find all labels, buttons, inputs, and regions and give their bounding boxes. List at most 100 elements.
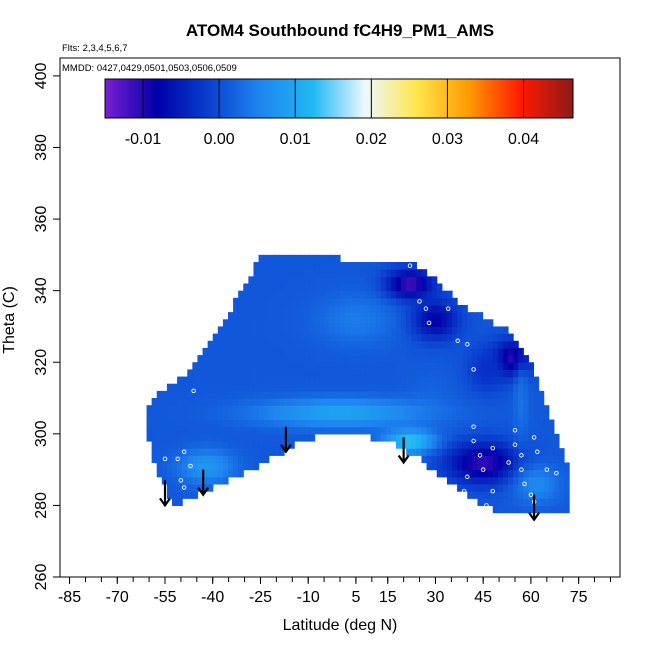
field-cell — [319, 390, 326, 399]
field-cell — [289, 347, 295, 356]
field-cell — [523, 419, 529, 428]
field-cell — [151, 440, 158, 449]
field-cell — [421, 440, 428, 449]
field-cell — [304, 304, 311, 313]
field-cell — [253, 462, 260, 471]
down-arrow — [397, 437, 410, 465]
field-cell — [375, 405, 382, 413]
field-cell — [436, 433, 443, 442]
field-cell — [334, 419, 341, 428]
field-cell — [446, 405, 453, 413]
field-cell — [248, 319, 255, 328]
field-cell — [543, 426, 550, 435]
field-cell — [248, 283, 255, 292]
field-cell — [161, 426, 168, 435]
sample-point — [417, 299, 422, 304]
field-cell — [345, 276, 351, 285]
field-cell — [340, 355, 346, 363]
field-cell — [324, 333, 331, 342]
field-cell — [212, 340, 219, 349]
field-cell — [467, 440, 473, 449]
field-cell — [431, 319, 438, 328]
field-cell — [365, 398, 372, 406]
field-cell — [370, 319, 377, 328]
field-cell — [426, 448, 433, 456]
field-cell — [390, 283, 397, 292]
field-cell — [258, 455, 265, 464]
field-cell — [319, 312, 326, 320]
field-cell — [441, 390, 448, 399]
field-cell — [228, 412, 234, 421]
field-cell — [365, 262, 372, 270]
field-cell — [401, 355, 407, 363]
field-cell — [446, 462, 453, 471]
field-cell — [350, 333, 356, 342]
field-cell — [172, 448, 178, 456]
field-cell — [197, 383, 204, 392]
field-cell — [472, 462, 479, 471]
field-cell — [467, 476, 473, 485]
field-cell — [299, 369, 305, 378]
field-cell — [299, 390, 305, 399]
field-cell — [248, 462, 255, 471]
field-cell — [182, 455, 188, 464]
field-cell — [294, 333, 300, 342]
field-cell — [197, 483, 204, 492]
field-cell — [304, 376, 311, 385]
field-cell — [294, 283, 300, 292]
field-cell — [390, 355, 397, 363]
field-cell — [233, 347, 239, 356]
field-cell — [401, 262, 407, 270]
dates-annotation: MMDD: 0427,0429,0501,0503,0506,0509 — [62, 63, 237, 74]
field-cell — [238, 319, 244, 328]
field-cell — [294, 405, 300, 413]
field-cell — [248, 333, 255, 342]
field-cell — [207, 462, 214, 471]
field-cell — [528, 462, 535, 471]
field-cell — [370, 362, 377, 370]
field-cell — [462, 455, 468, 464]
field-cell — [365, 304, 372, 313]
field-cell — [319, 419, 326, 428]
field-cell — [452, 476, 458, 485]
field-cell — [309, 362, 316, 370]
field-cell — [355, 347, 361, 356]
field-cell — [233, 390, 239, 399]
field-cell — [401, 276, 407, 285]
field-cell — [436, 398, 443, 406]
field-cell — [396, 440, 402, 449]
field-cell — [278, 276, 285, 285]
field-cell — [401, 326, 407, 335]
field-cell — [182, 476, 188, 485]
field-cell — [548, 462, 555, 471]
field-cell — [278, 448, 285, 456]
field-cell — [416, 340, 423, 349]
field-cell — [482, 469, 489, 478]
field-cell — [309, 376, 316, 385]
field-cell — [263, 455, 270, 464]
field-cell — [421, 369, 428, 378]
field-cell — [380, 426, 387, 435]
field-cell — [518, 347, 524, 356]
field-cell — [192, 448, 199, 456]
field-cell — [273, 340, 280, 349]
field-cell — [502, 440, 509, 449]
field-cell — [431, 412, 438, 421]
field-cell — [385, 412, 392, 421]
field-cell — [192, 412, 199, 421]
field-cell — [370, 326, 377, 335]
field-cell — [299, 419, 305, 428]
field-cell — [329, 312, 336, 320]
field-cell — [396, 283, 402, 292]
field-cell — [452, 347, 458, 356]
field-cell — [472, 412, 479, 421]
field-cell — [360, 355, 367, 363]
field-cell — [334, 297, 341, 306]
field-cell — [497, 498, 504, 507]
field-cell — [182, 376, 188, 385]
field-cell — [278, 333, 285, 342]
field-cell — [370, 369, 377, 378]
field-cell — [411, 426, 417, 435]
field-cell — [233, 369, 239, 378]
field-cell — [436, 333, 443, 342]
